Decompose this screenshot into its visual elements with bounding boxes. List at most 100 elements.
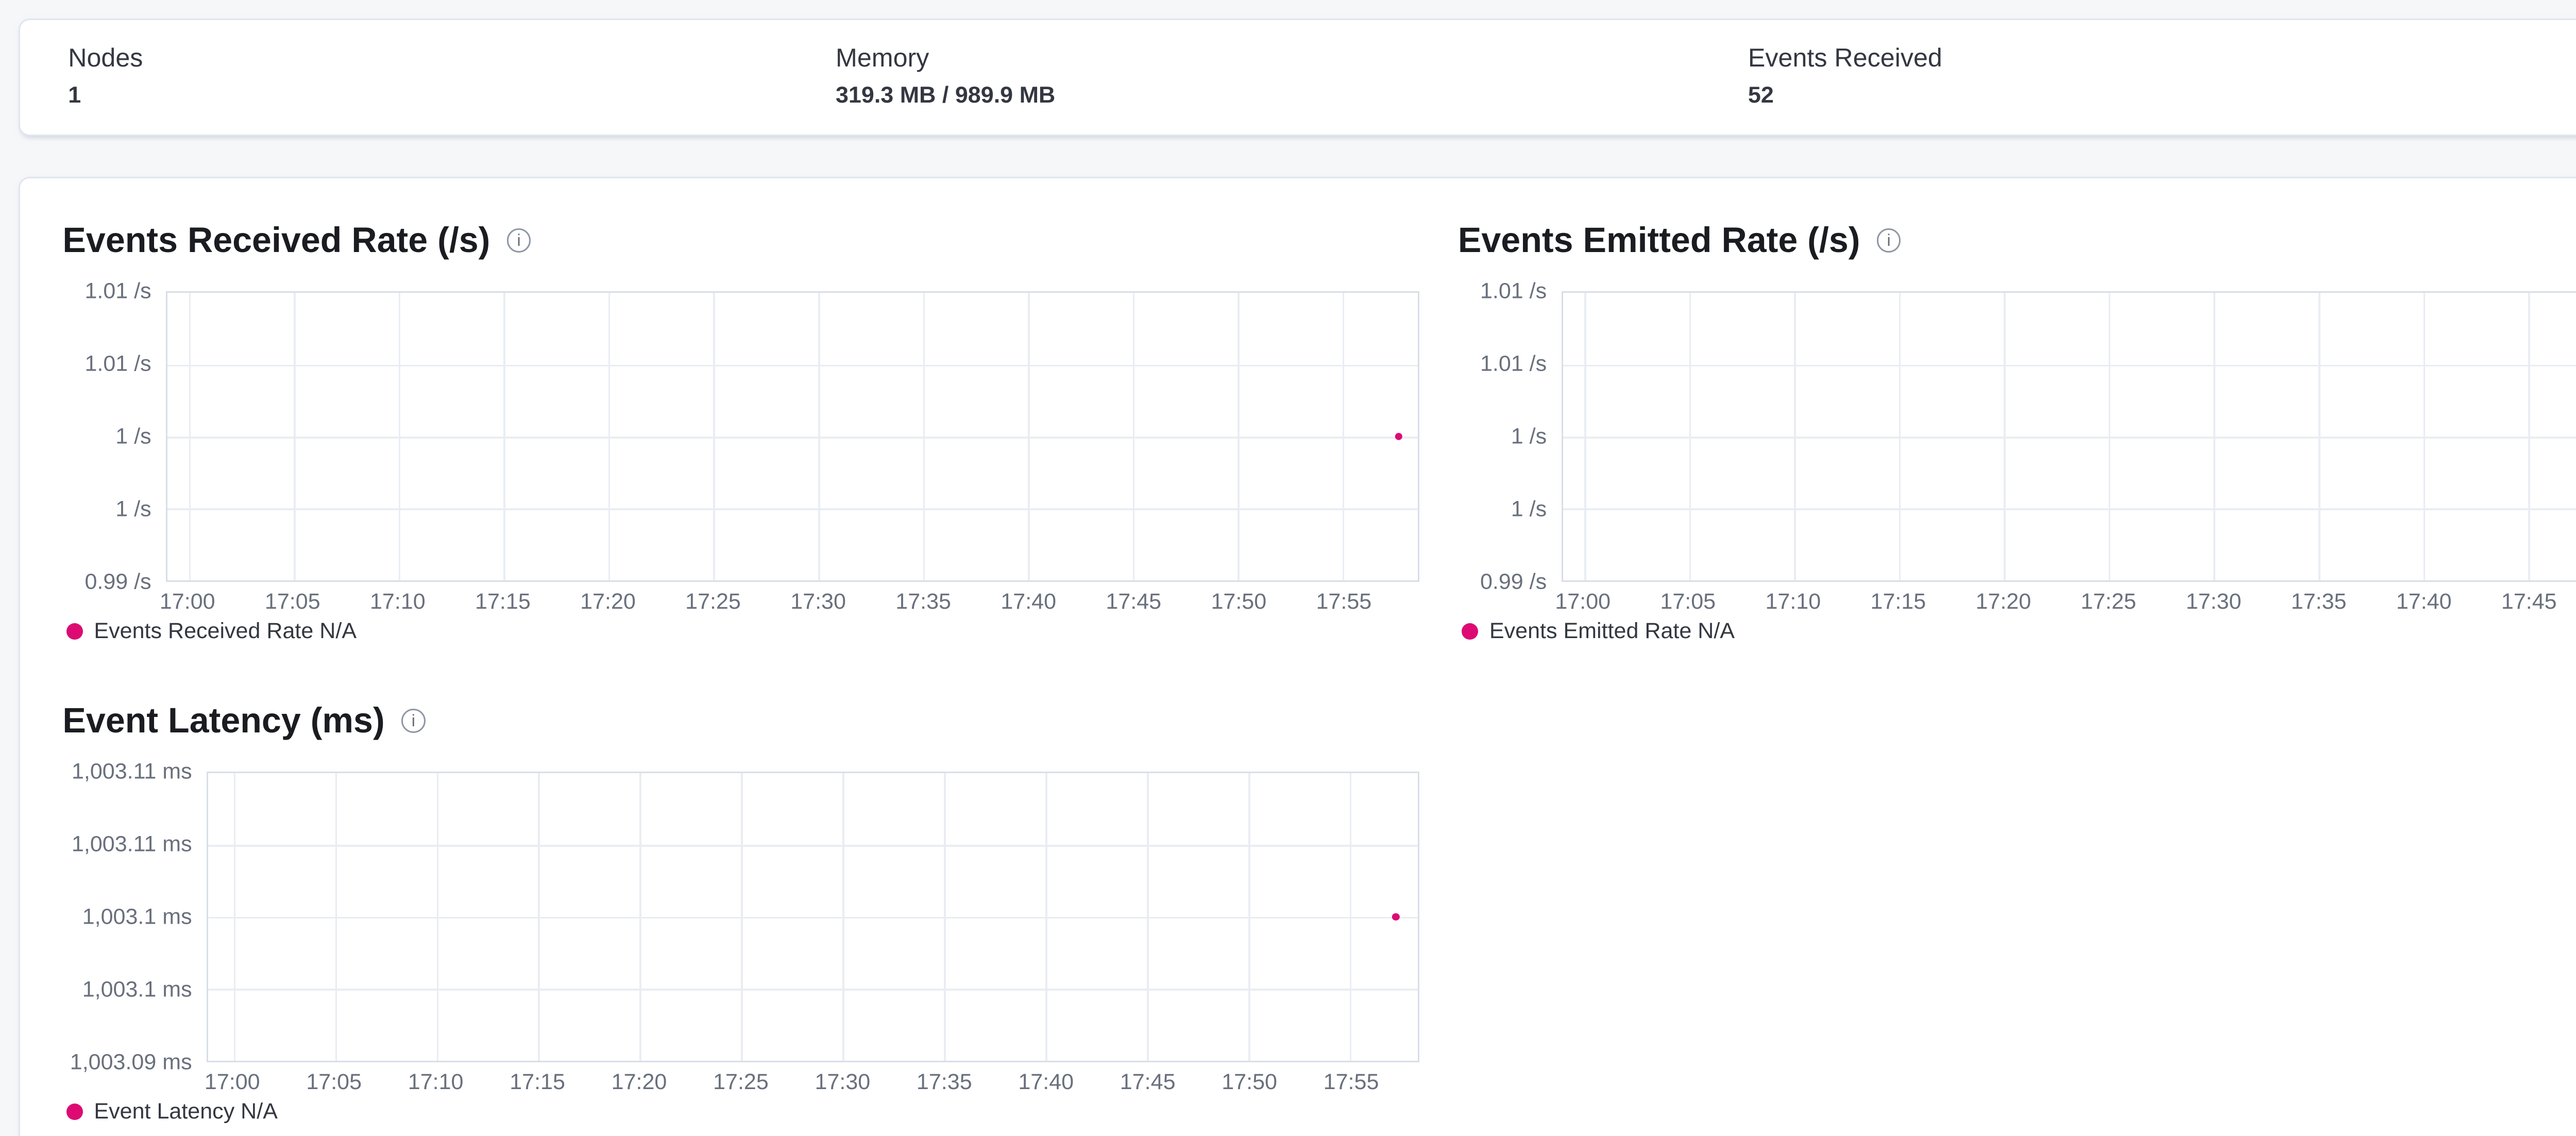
y-axis-tick-label: 1 /s <box>115 496 151 522</box>
info-icon[interactable]: i <box>1876 228 1901 253</box>
summary-stats-bar: Nodes 1 Memory 319.3 MB / 989.9 MB Event… <box>18 18 2576 137</box>
legend-label: Events Received Rate N/A <box>94 619 357 644</box>
vertical-gridline <box>2108 293 2111 580</box>
vertical-gridline <box>1899 293 1901 580</box>
stat-label: Memory <box>835 43 929 72</box>
y-axis-tick-label: 1.01 /s <box>84 351 151 376</box>
x-axis-tick-label: 17:15 <box>510 1069 565 1094</box>
y-axis: 1,003.11 ms 1,003.11 ms 1,003.1 ms 1,003.1 … <box>62 759 207 1074</box>
x-axis-tick-label: 17:05 <box>264 589 320 614</box>
stat-events-received: Events Received 52 <box>1748 42 1942 109</box>
y-axis-tick-label: 1,003.09 ms <box>70 1049 192 1075</box>
y-axis-tick-label: 1 /s <box>1511 424 1547 449</box>
x-axis-tick-label: 17:05 <box>1660 589 1716 614</box>
x-axis: 17:00 17:05 17:10 17:15 17:20 17:25 17:30 17:35… <box>204 1062 1419 1094</box>
legend-label: Events Emitted Rate N/A <box>1489 619 1735 644</box>
x-axis-row: 17:00 17:05 17:10 17:15 17:20 17:25 17:30 17:35… <box>1458 582 2576 614</box>
stat-label: Events Received <box>1748 43 1942 72</box>
vertical-gridline <box>1342 293 1345 580</box>
legend[interactable]: Events Emitted Rate N/A <box>1462 619 2576 644</box>
vertical-gridline <box>2004 293 2006 580</box>
x-axis-tick-label: 17:10 <box>408 1069 464 1094</box>
x-axis-tick-label: 17:40 <box>1001 589 1057 614</box>
chart-title: Event Latency (ms) <box>62 700 385 740</box>
x-axis-row: 17:00 17:05 17:10 17:15 17:20 17:25 17:30 17:35… <box>62 582 1419 614</box>
x-axis-tick-label: 17:20 <box>1975 589 2031 614</box>
stat-nodes: Nodes 1 <box>68 42 143 109</box>
vertical-gridline <box>2423 293 2426 580</box>
plot-area <box>1561 291 2576 582</box>
vertical-gridline <box>818 293 820 580</box>
info-icon[interactable]: i <box>401 709 426 733</box>
vertical-gridline <box>503 293 505 580</box>
x-axis-tick-label: 17:20 <box>580 589 636 614</box>
y-axis: 1.01 /s 1.01 /s 1 /s 1 /s 0.99 /s <box>62 279 166 594</box>
data-point[interactable] <box>1392 913 1400 921</box>
stat-memory: Memory 319.3 MB / 989.9 MB <box>836 42 1055 109</box>
x-axis-tick-label: 17:00 <box>204 1069 260 1094</box>
x-axis-tick-label: 17:10 <box>1765 589 1821 614</box>
vertical-gridline <box>1045 773 1047 1061</box>
x-axis: 17:00 17:05 17:10 17:15 17:20 17:25 17:30 17:35… <box>160 582 1419 614</box>
stat-value: 1 <box>68 81 81 108</box>
vertical-gridline <box>741 773 743 1061</box>
horizontal-gridline <box>167 436 1418 439</box>
chart-title-row: Events Emitted Rate (/s) i <box>1458 215 2576 265</box>
x-axis-tick-label: 17:40 <box>2396 589 2452 614</box>
x-axis-tick-label: 17:30 <box>790 589 846 614</box>
chart-title: Events Emitted Rate (/s) <box>1458 221 1860 260</box>
x-axis-tick-label: 17:35 <box>895 589 952 614</box>
vertical-gridline <box>1028 293 1030 580</box>
vertical-gridline <box>189 293 191 580</box>
vertical-gridline <box>1689 293 1691 580</box>
vertical-gridline <box>1238 293 1240 580</box>
x-axis-tick-label: 17:25 <box>2080 589 2137 614</box>
legend-dot <box>66 1103 83 1120</box>
x-axis-tick-label: 17:45 <box>1120 1069 1176 1094</box>
stat-value: 319.3 MB / 989.9 MB <box>835 81 1056 108</box>
vertical-gridline <box>2528 293 2530 580</box>
info-icon[interactable]: i <box>506 228 531 253</box>
chart-title-row: Events Received Rate (/s) i <box>62 215 1419 265</box>
chart-body: 1.01 /s 1.01 /s 1 /s 1 /s 0.99 /s <box>62 279 1419 594</box>
vertical-gridline <box>233 773 236 1061</box>
vertical-gridline <box>923 293 925 580</box>
x-axis-tick-label: 17:00 <box>1555 589 1611 614</box>
y-axis-tick-label: 1,003.1 ms <box>82 977 192 1002</box>
charts-panel: Events Received Rate (/s) i 1.01 /s 1.01 /s… <box>18 177 2576 1136</box>
x-axis-tick-label: 17:25 <box>685 589 741 614</box>
horizontal-gridline <box>1563 436 2576 439</box>
vertical-gridline <box>335 773 337 1061</box>
data-point[interactable] <box>1395 432 1403 441</box>
legend[interactable]: Event Latency N/A <box>66 1099 1419 1124</box>
vertical-gridline <box>608 293 611 580</box>
x-axis-tick-label: 17:50 <box>1222 1069 1277 1094</box>
vertical-gridline <box>2213 293 2216 580</box>
x-axis-tick-label: 17:35 <box>2291 589 2347 614</box>
vertical-gridline <box>639 773 641 1061</box>
x-axis-tick-label: 17:45 <box>2501 589 2557 614</box>
x-axis-tick-label: 17:45 <box>1106 589 1162 614</box>
horizontal-gridline <box>1563 364 2576 367</box>
x-axis-tick-label: 17:55 <box>1316 589 1372 614</box>
vertical-gridline <box>436 773 439 1061</box>
y-axis-tick-label: 1.01 /s <box>84 278 151 304</box>
vertical-gridline <box>713 293 715 580</box>
x-axis-tick-label: 17:15 <box>475 589 531 614</box>
x-axis-tick-label: 17:00 <box>159 589 215 614</box>
x-axis-tick-label: 17:35 <box>916 1069 972 1094</box>
legend-dot <box>66 623 83 640</box>
x-axis-tick-label: 17:10 <box>369 589 426 614</box>
legend[interactable]: Events Received Rate N/A <box>66 619 1419 644</box>
horizontal-gridline <box>208 845 1418 847</box>
horizontal-gridline <box>208 916 1418 919</box>
chart-body: 1.01 /s 1.01 /s 1 /s 1 /s 0.99 /s <box>1458 279 2576 594</box>
chart-body: 1,003.11 ms 1,003.11 ms 1,003.1 ms 1,003.1 … <box>62 759 1419 1074</box>
chart-title-row: Event Latency (ms) i <box>62 696 1419 746</box>
vertical-gridline <box>842 773 844 1061</box>
y-axis-tick-label: 1,003.11 ms <box>71 831 192 857</box>
vertical-gridline <box>1132 293 1135 580</box>
chart-title: Events Received Rate (/s) <box>62 221 490 260</box>
vertical-gridline <box>944 773 946 1061</box>
